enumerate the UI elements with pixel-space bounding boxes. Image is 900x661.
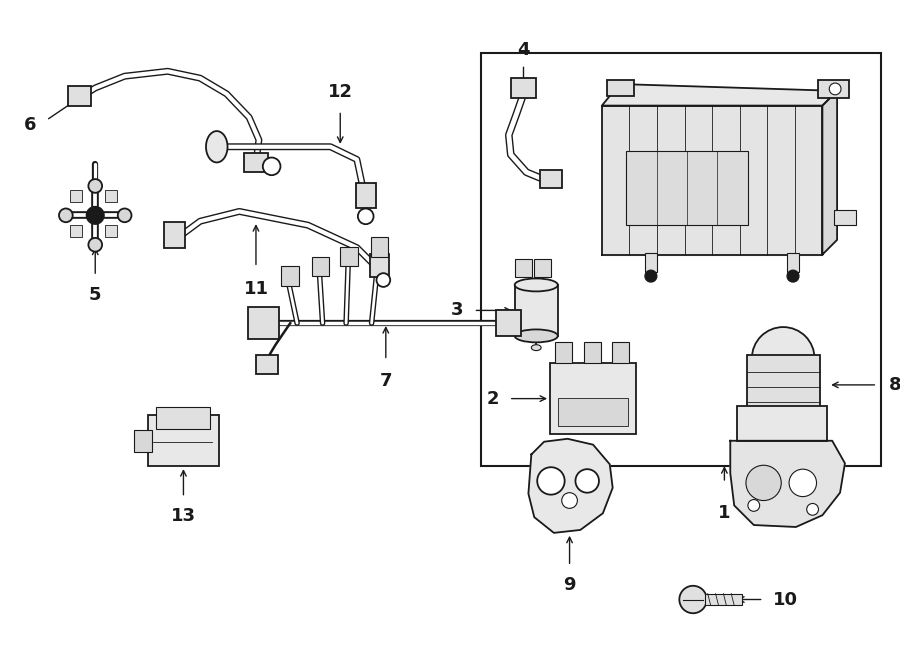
Bar: [134, 430, 152, 451]
Text: 11: 11: [244, 280, 268, 298]
Bar: [496, 311, 520, 336]
Bar: [340, 247, 358, 266]
Polygon shape: [602, 106, 823, 254]
Bar: [511, 78, 536, 98]
Bar: [534, 260, 552, 277]
Text: 8: 8: [889, 376, 900, 394]
Circle shape: [86, 206, 104, 224]
Ellipse shape: [118, 208, 131, 222]
Circle shape: [263, 157, 281, 175]
Ellipse shape: [206, 131, 228, 163]
Bar: [311, 256, 329, 276]
Circle shape: [806, 504, 818, 515]
Ellipse shape: [515, 329, 558, 342]
Polygon shape: [823, 91, 837, 254]
Polygon shape: [730, 441, 845, 527]
Ellipse shape: [531, 344, 541, 350]
Circle shape: [746, 465, 781, 500]
Bar: [248, 307, 280, 339]
Circle shape: [788, 270, 799, 282]
Circle shape: [537, 467, 564, 494]
Bar: [256, 354, 277, 374]
Text: 5: 5: [89, 286, 102, 304]
Text: 13: 13: [171, 508, 196, 525]
Bar: [68, 86, 91, 106]
Bar: [705, 594, 742, 605]
Ellipse shape: [88, 179, 102, 193]
Circle shape: [829, 83, 841, 95]
Text: 7: 7: [380, 372, 392, 390]
Bar: [244, 153, 267, 173]
Ellipse shape: [59, 208, 73, 222]
Bar: [282, 266, 299, 286]
Text: 4: 4: [518, 40, 530, 59]
Circle shape: [358, 208, 374, 224]
Circle shape: [789, 469, 816, 496]
Text: 3: 3: [451, 301, 464, 319]
Bar: [817, 80, 849, 98]
Polygon shape: [105, 225, 117, 237]
Bar: [515, 285, 558, 336]
Bar: [555, 342, 572, 364]
Text: 10: 10: [773, 590, 798, 609]
Text: 6: 6: [24, 116, 36, 134]
Bar: [607, 80, 634, 96]
Bar: [583, 342, 600, 364]
Bar: [164, 222, 185, 248]
Text: 2: 2: [487, 389, 499, 408]
Bar: [788, 253, 799, 272]
Bar: [834, 210, 856, 225]
Bar: [148, 415, 219, 466]
Circle shape: [562, 492, 578, 508]
Bar: [370, 254, 389, 277]
Bar: [737, 407, 827, 441]
Circle shape: [680, 586, 706, 613]
Bar: [371, 237, 388, 256]
Text: 1: 1: [718, 504, 731, 522]
Bar: [612, 342, 629, 364]
Bar: [156, 407, 210, 429]
Ellipse shape: [515, 278, 558, 292]
Circle shape: [748, 500, 760, 512]
Circle shape: [645, 270, 657, 282]
Polygon shape: [70, 190, 82, 202]
Bar: [550, 364, 636, 434]
Bar: [645, 253, 657, 272]
Bar: [558, 398, 628, 426]
Text: 12: 12: [328, 83, 353, 100]
Bar: [356, 183, 375, 208]
Polygon shape: [70, 225, 82, 237]
Circle shape: [376, 273, 391, 287]
Bar: [540, 171, 562, 188]
Polygon shape: [602, 84, 837, 106]
Circle shape: [575, 469, 599, 492]
Bar: [515, 260, 532, 277]
Polygon shape: [528, 439, 613, 533]
Bar: [626, 151, 748, 225]
Ellipse shape: [88, 238, 102, 252]
Text: 9: 9: [563, 576, 576, 594]
Bar: [747, 354, 821, 411]
Circle shape: [752, 327, 814, 390]
Bar: [482, 53, 881, 466]
Polygon shape: [105, 190, 117, 202]
